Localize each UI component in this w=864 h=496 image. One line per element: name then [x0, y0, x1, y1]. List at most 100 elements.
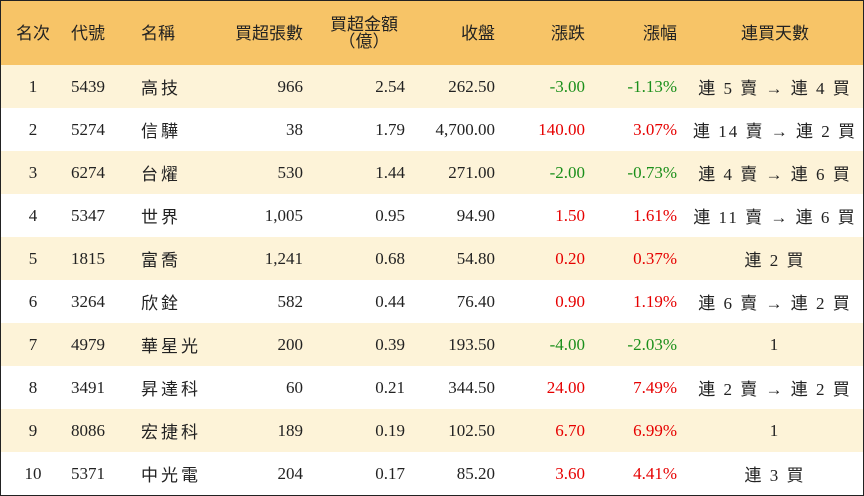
lots-cell: 530 [277, 162, 304, 182]
stock-name-cell: 中光電 [141, 466, 201, 485]
code-cell: 5274 [71, 119, 105, 139]
amount-cell: 0.21 [375, 377, 405, 397]
header-change: 漲跌 [551, 23, 585, 43]
amount-cell: 1.44 [375, 162, 405, 182]
change-pct-cell: 3.07% [633, 119, 677, 139]
close-cell: 193.50 [448, 334, 495, 354]
rank-cell: 1 [28, 76, 38, 96]
header-row: 名次 代號 名稱 買超張數 買超金額 （億） 收盤 漲跌 漲幅 連買天數 [1, 1, 863, 65]
code-cell: 8086 [71, 420, 105, 440]
amount-cell: 0.19 [375, 420, 405, 440]
code-cell: 3491 [71, 377, 105, 397]
change-pct-cell: 7.49% [633, 377, 677, 397]
code-cell: 5439 [71, 76, 105, 96]
header-close: 收盤 [461, 23, 495, 43]
header-net-buy-lots: 買超張數 [235, 23, 303, 43]
table-row: 9 8086 宏捷科 189 0.19 102.50 6.70 6.99% 1 [1, 409, 863, 452]
stock-name-cell: 台燿 [141, 165, 181, 184]
table-row: 10 5371 中光電 204 0.17 85.20 3.60 4.41% 連 … [1, 452, 863, 495]
code-cell: 5371 [71, 463, 105, 483]
stock-name-cell: 信驊 [141, 122, 181, 141]
lots-cell: 1,241 [264, 248, 303, 268]
consecutive-days-cell: 連 2 買 [744, 251, 806, 270]
change-cell: 6.70 [555, 420, 585, 440]
table-row: 7 4979 華星光 200 0.39 193.50 -4.00 -2.03% … [1, 323, 863, 366]
header-code: 代號 [71, 23, 105, 43]
change-pct-cell: 1.61% [633, 205, 677, 225]
amount-cell: 1.79 [375, 119, 405, 139]
consecutive-days-cell: 連 4 賣 → 連 6 買 [698, 165, 852, 184]
change-pct-cell: 4.41% [633, 463, 677, 483]
header-net-buy-amount-line2: （億） [338, 32, 390, 51]
change-cell: 0.90 [555, 291, 585, 311]
table-row: 8 3491 昇達科 60 0.21 344.50 24.00 7.49% 連 … [1, 366, 863, 409]
close-cell: 54.80 [456, 248, 495, 268]
change-cell: 24.00 [546, 377, 585, 397]
header-net-buy-amount-line1: 買超金額 [330, 15, 398, 34]
rank-cell: 5 [28, 248, 38, 268]
change-pct-cell: -2.03% [627, 334, 677, 354]
consecutive-days-cell: 1 [769, 334, 781, 354]
code-cell: 5347 [71, 205, 105, 225]
change-cell: 1.50 [555, 205, 585, 225]
change-pct-cell: 6.99% [633, 420, 677, 440]
change-cell: 140.00 [538, 119, 585, 139]
consecutive-days-cell: 連 2 賣 → 連 2 買 [698, 380, 852, 399]
close-cell: 271.00 [448, 162, 495, 182]
rank-cell: 6 [28, 291, 38, 311]
close-cell: 94.90 [456, 205, 495, 225]
lots-cell: 60 [286, 377, 303, 397]
header-change-pct: 漲幅 [643, 23, 677, 43]
rank-cell: 3 [28, 162, 38, 182]
close-cell: 85.20 [456, 463, 495, 483]
close-cell: 102.50 [448, 420, 495, 440]
consecutive-days-cell: 連 3 買 [744, 466, 806, 485]
table-row: 5 1815 富喬 1,241 0.68 54.80 0.20 0.37% 連 … [1, 237, 863, 280]
stock-name-cell: 宏捷科 [141, 423, 201, 442]
amount-cell: 0.17 [375, 463, 405, 483]
stock-name-cell: 昇達科 [141, 380, 201, 399]
close-cell: 344.50 [448, 377, 495, 397]
lots-cell: 582 [277, 291, 304, 311]
lots-cell: 204 [277, 463, 304, 483]
table-row: 4 5347 世界 1,005 0.95 94.90 1.50 1.61% 連 … [1, 194, 863, 237]
change-cell: -3.00 [549, 76, 585, 96]
consecutive-days-cell: 連 11 賣 → 連 6 買 [693, 208, 857, 227]
close-cell: 262.50 [448, 76, 495, 96]
stock-name-cell: 高技 [141, 79, 181, 98]
change-cell: 3.60 [555, 463, 585, 483]
stock-name-cell: 世界 [141, 208, 181, 227]
header-name: 名稱 [141, 23, 175, 43]
amount-cell: 0.95 [375, 205, 405, 225]
header-rank: 名次 [16, 23, 50, 43]
close-cell: 4,700.00 [435, 119, 496, 139]
table-row: 2 5274 信驊 38 1.79 4,700.00 140.00 3.07% … [1, 108, 863, 151]
consecutive-days-cell: 連 14 賣 → 連 2 買 [693, 122, 857, 141]
lots-cell: 38 [286, 119, 303, 139]
table-row: 1 5439 高技 966 2.54 262.50 -3.00 -1.13% 連… [1, 65, 863, 108]
stock-name-cell: 欣銓 [141, 294, 181, 313]
header-consecutive-days: 連買天數 [741, 23, 809, 43]
amount-cell: 0.44 [375, 291, 405, 311]
code-cell: 6274 [71, 162, 105, 182]
rank-cell: 8 [28, 377, 38, 397]
amount-cell: 2.54 [375, 76, 405, 96]
code-cell: 4979 [71, 334, 105, 354]
change-cell: 0.20 [555, 248, 585, 268]
code-cell: 1815 [71, 248, 105, 268]
consecutive-days-cell: 連 6 賣 → 連 2 買 [698, 294, 852, 313]
consecutive-days-cell: 1 [769, 420, 781, 440]
table-row: 6 3264 欣銓 582 0.44 76.40 0.90 1.19% 連 6 … [1, 280, 863, 323]
lots-cell: 189 [277, 420, 304, 440]
rank-cell: 7 [28, 334, 38, 354]
amount-cell: 0.68 [375, 248, 405, 268]
stock-name-cell: 華星光 [141, 337, 201, 356]
rank-cell: 2 [28, 119, 38, 139]
lots-cell: 966 [277, 76, 304, 96]
rank-cell: 9 [28, 420, 38, 440]
lots-cell: 1,005 [264, 205, 303, 225]
stock-name-cell: 富喬 [141, 251, 181, 270]
close-cell: 76.40 [456, 291, 495, 311]
